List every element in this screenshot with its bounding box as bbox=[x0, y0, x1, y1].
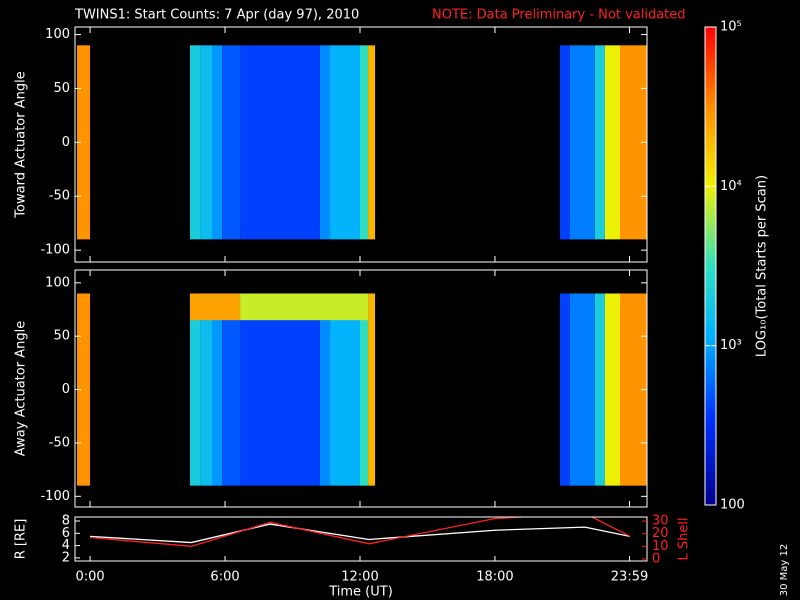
y-tick-label: -50 bbox=[49, 435, 70, 450]
orbit-lines bbox=[90, 517, 631, 547]
colorbar-tick-label: 100 bbox=[720, 498, 745, 513]
x-tick-label: 12:00 bbox=[341, 570, 378, 585]
panel-frame bbox=[74, 269, 648, 508]
y-axis-label: R [RE] bbox=[14, 519, 29, 560]
y-tick-label: -100 bbox=[40, 243, 70, 258]
colorbar-tick-label: 10⁴ bbox=[720, 179, 742, 194]
heatmap-cell bbox=[200, 45, 212, 240]
y-tick-label: 100 bbox=[45, 275, 70, 290]
orbit-frame bbox=[74, 516, 648, 562]
y2-tick-label: 10 bbox=[652, 539, 669, 554]
panel-frame bbox=[74, 26, 648, 263]
heatmap-cell bbox=[211, 293, 223, 486]
y-tick-label: 50 bbox=[53, 81, 70, 96]
y-tick-label: 2 bbox=[62, 550, 70, 565]
y-tick-label: 0 bbox=[62, 382, 70, 397]
note: NOTE: Data Preliminary - Not validated bbox=[432, 8, 686, 23]
colorbar-label: LOG₁₀(Total Starts per Scan) bbox=[755, 175, 770, 357]
x-tick-label: 0:00 bbox=[75, 570, 104, 585]
y2-tick-label: 0 bbox=[652, 551, 660, 566]
x-tick-label: 23:59 bbox=[611, 570, 648, 585]
heatmap-cell bbox=[359, 293, 369, 486]
orbit-line bbox=[90, 517, 631, 547]
y2-axis-label: L Shell bbox=[677, 517, 692, 560]
x-axis-label: Time (UT) bbox=[328, 585, 393, 600]
date-stamp: 30 May 12 bbox=[779, 544, 790, 596]
chart-title: TWINS1: Start Counts: 7 Apr (day 97), 20… bbox=[74, 8, 359, 23]
y-tick-label: 4 bbox=[62, 538, 70, 553]
heatmap-cell bbox=[559, 45, 570, 240]
heatmap-cell bbox=[330, 45, 360, 240]
heatmap-cell bbox=[240, 45, 320, 240]
heatmap-cell bbox=[368, 293, 376, 486]
y-tick-label: 8 bbox=[62, 514, 70, 529]
heatmap-cell bbox=[222, 293, 241, 486]
y-tick-label: -100 bbox=[40, 489, 70, 504]
heatmap-cell bbox=[189, 293, 241, 321]
x-tick-label: 6:00 bbox=[210, 570, 239, 585]
heatmap-cell bbox=[559, 293, 570, 486]
heatmap-cell bbox=[330, 293, 360, 486]
colorbar-tick-label: 10³ bbox=[720, 338, 742, 353]
heatmap-cell bbox=[77, 45, 91, 240]
heatmap-cell bbox=[189, 45, 201, 240]
y-axis-label: Away Actuator Angle bbox=[14, 321, 29, 456]
heatmap-cell bbox=[319, 45, 331, 240]
y-tick-label: 0 bbox=[62, 135, 70, 150]
y-tick-label: 50 bbox=[53, 329, 70, 344]
heatmap-cell bbox=[222, 45, 241, 240]
heatmap-cell bbox=[569, 45, 595, 240]
heatmap-cell bbox=[368, 45, 376, 240]
heatmap-cell bbox=[569, 293, 595, 486]
y-tick-label: 100 bbox=[45, 27, 70, 42]
heatmap-cell bbox=[594, 45, 605, 240]
heatmap-cell bbox=[594, 293, 605, 486]
y2-tick-label: 20 bbox=[652, 526, 669, 541]
heatmap-cell bbox=[200, 293, 212, 486]
heatmap-cell bbox=[604, 293, 621, 486]
heatmap-cell bbox=[211, 45, 223, 240]
heatmap-cell bbox=[240, 293, 320, 486]
y-axis-label: Toward Actuator Angle bbox=[14, 71, 29, 218]
heatmap-cell bbox=[604, 45, 621, 240]
x-tick-label: 18:00 bbox=[476, 570, 513, 585]
y2-tick-label: 30 bbox=[652, 514, 669, 529]
heatmap-cell bbox=[359, 45, 369, 240]
heatmap-cell bbox=[77, 293, 91, 486]
heatmap-cell bbox=[189, 293, 201, 486]
y-tick-label: -50 bbox=[49, 189, 70, 204]
colorbar-tick-label: 10⁵ bbox=[720, 20, 742, 35]
colorbar bbox=[704, 26, 717, 506]
heatmap-cell bbox=[319, 293, 331, 486]
heatmap-cell bbox=[240, 293, 369, 321]
orbit-line bbox=[90, 523, 631, 544]
y-tick-label: 6 bbox=[62, 526, 70, 541]
